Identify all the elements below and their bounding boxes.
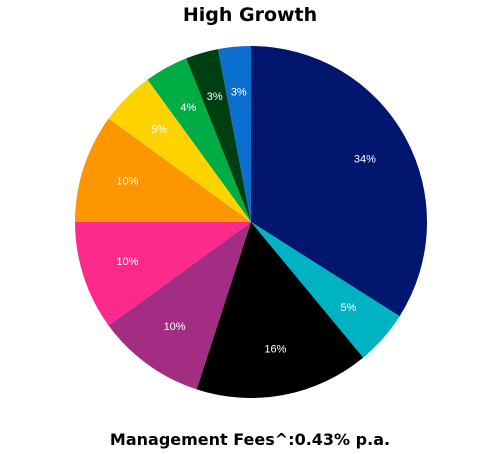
pie-slice-label-2: 5% xyxy=(341,302,357,314)
pie-slice-label-1: 34% xyxy=(354,153,376,165)
chart-title: High Growth xyxy=(182,4,318,26)
pie-slice-9 xyxy=(186,49,251,222)
pie-slice-label-9: 3% xyxy=(207,91,223,103)
pie-slice-2 xyxy=(251,222,400,358)
pie-slice-3 xyxy=(196,222,364,398)
pie-slice-6 xyxy=(75,118,251,222)
pie-slice-5 xyxy=(75,222,251,326)
pie-slice-4 xyxy=(108,222,251,390)
pie-slice-8 xyxy=(147,58,251,222)
pie-slice-label-4: 10% xyxy=(164,321,186,333)
pie-slice-label-10: 3% xyxy=(231,86,247,98)
pie-slice-7 xyxy=(108,79,251,222)
pie-slice-label-8: 4% xyxy=(180,102,196,114)
pie-slices xyxy=(75,46,427,398)
pie-slice-10 xyxy=(218,46,251,222)
management-fees-note: Management Fees^:0.43% p.a. xyxy=(109,430,391,449)
pie-labels: 34% 5% 16% 10% 10% 10% 5% 4% 3% 3% xyxy=(116,86,376,355)
pie-slice-1 xyxy=(251,46,427,317)
pie-slice-label-3: 16% xyxy=(264,344,286,356)
pie-slice-label-7: 5% xyxy=(151,124,167,136)
pie-slice-label-5: 10% xyxy=(116,256,138,268)
pie-slice-label-6: 10% xyxy=(116,176,138,188)
